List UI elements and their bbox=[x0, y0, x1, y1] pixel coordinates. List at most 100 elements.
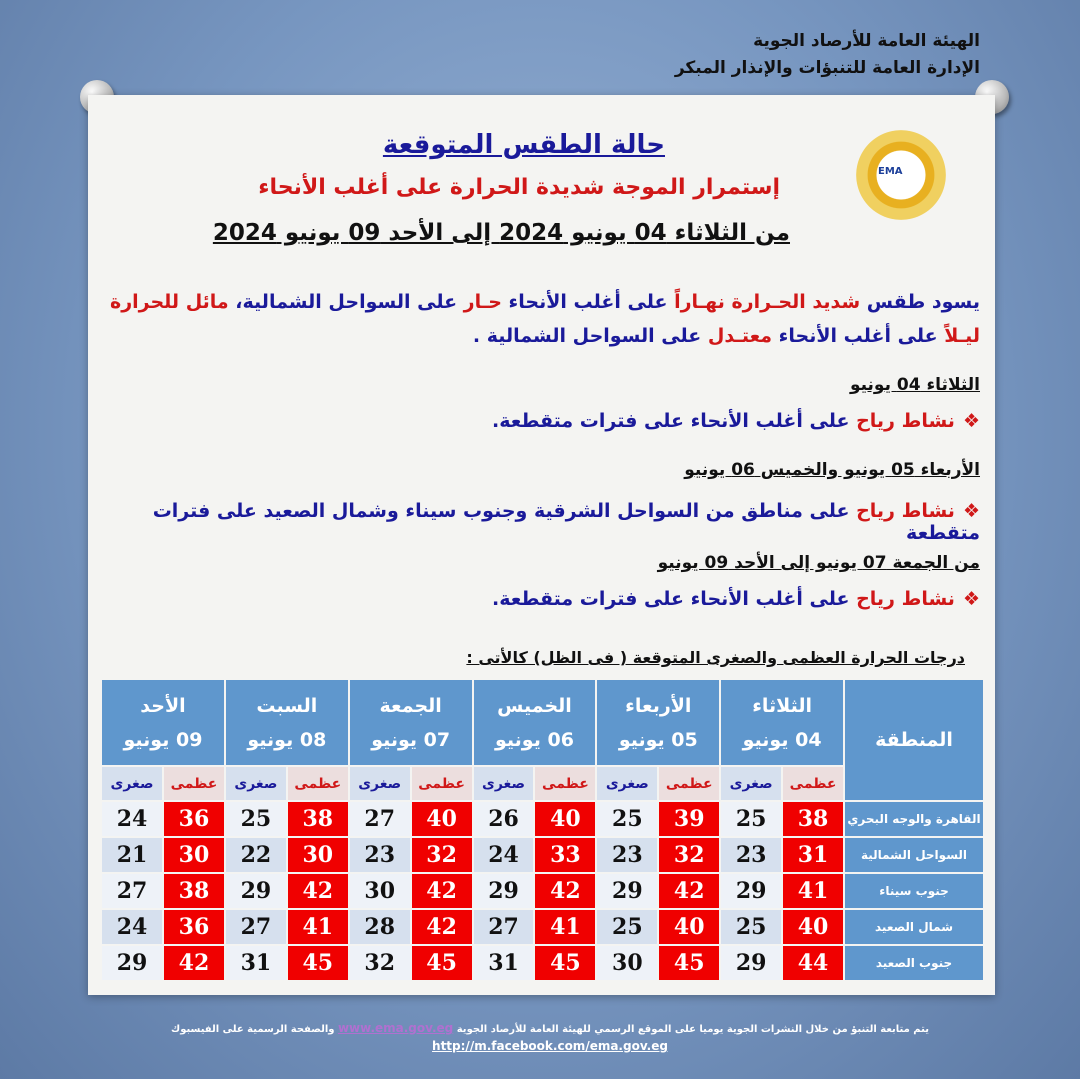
max-label: عظمى bbox=[285, 765, 350, 802]
day-header: الأحد 09 يونيو bbox=[100, 678, 226, 767]
min-temp-cell: 25 bbox=[719, 800, 784, 838]
paragraph-segment: شديد الحـرارة نهـاراً bbox=[674, 291, 861, 313]
min-temp-cell: 25 bbox=[719, 908, 784, 946]
day-header: السبت 08 يونيو bbox=[223, 678, 350, 767]
summary-paragraph: يسود طقس شديد الحـرارة نهـاراً على أغلب … bbox=[110, 285, 980, 353]
table-row: جنوب الصعيد 44 29 45 30 45 31 45 32 45 31 42 29 bbox=[99, 944, 985, 982]
min-temp-cell: 21 bbox=[99, 836, 165, 874]
min-label: صغرى bbox=[223, 765, 288, 802]
min-label: صغرى bbox=[347, 765, 412, 802]
ema-logo: EMA bbox=[856, 130, 946, 220]
paragraph-segment: على أغلب الأنحاء bbox=[772, 325, 945, 347]
period-heading: الأربعاء 05 يونيو والخميس 06 يونيو bbox=[684, 460, 980, 480]
max-label: عظمى bbox=[409, 765, 474, 802]
table-row: السواحل الشمالية 31 23 32 23 33 24 32 23 30 22 30 21 bbox=[99, 836, 985, 874]
day-header: الخميس 06 يونيو bbox=[471, 678, 598, 767]
paragraph-segment: على السواحل الشمالية . bbox=[472, 325, 708, 347]
org-name: الهيئة العامة للأرصاد الجوية bbox=[753, 31, 980, 51]
max-label: عظمى bbox=[657, 765, 722, 802]
table-caption: درجات الحرارة العظمى والصغرى المتوقعة ( … bbox=[466, 648, 965, 667]
max-temp-cell: 42 bbox=[657, 872, 722, 910]
max-temp-cell: 36 bbox=[162, 800, 226, 838]
min-temp-cell: 31 bbox=[223, 944, 288, 982]
max-temp-cell: 45 bbox=[285, 944, 350, 982]
day-header: الجمعة 07 يونيو bbox=[347, 678, 474, 767]
min-temp-cell: 28 bbox=[347, 908, 412, 946]
period-heading: من الجمعة 07 يونيو إلى الأحد 09 يونيو bbox=[657, 553, 980, 573]
period-bullet: ❖نشاط رياح على أغلب الأنحاء على فترات مت… bbox=[492, 410, 980, 432]
max-temp-cell: 30 bbox=[162, 836, 226, 874]
paragraph-segment: على السواحل الشمالية، bbox=[228, 291, 464, 313]
max-temp-cell: 36 bbox=[162, 908, 226, 946]
min-temp-cell: 29 bbox=[471, 872, 536, 910]
max-temp-cell: 42 bbox=[533, 872, 598, 910]
max-temp-cell: 31 bbox=[781, 836, 845, 874]
page-title: حالة الطقس المتوقعة bbox=[382, 130, 665, 160]
min-temp-cell: 30 bbox=[347, 872, 412, 910]
max-temp-cell: 39 bbox=[657, 800, 722, 838]
date-range: من الثلاثاء 04 يونيو 2024 إلى الأحد 09 ي… bbox=[212, 220, 790, 246]
min-temp-cell: 29 bbox=[595, 872, 660, 910]
organization-header: الهيئة العامة للأرصاد الجوية الإدارة الع… bbox=[675, 28, 980, 82]
min-temp-cell: 29 bbox=[719, 872, 784, 910]
paragraph-segment: حـار bbox=[463, 291, 502, 313]
min-label: صغرى bbox=[99, 765, 165, 802]
paragraph-segment: يسود طقس bbox=[860, 291, 980, 313]
period-bullet: ❖نشاط رياح على أغلب الأنحاء على فترات مت… bbox=[492, 588, 980, 610]
min-label: صغرى bbox=[471, 765, 536, 802]
region-name: السواحل الشمالية bbox=[843, 836, 985, 874]
diamond-bullet-icon: ❖ bbox=[962, 410, 980, 432]
max-label: عظمى bbox=[533, 765, 598, 802]
max-temp-cell: 40 bbox=[533, 800, 598, 838]
footer: يتم متابعة التنبؤ من خلال النشرات الجوية… bbox=[171, 1021, 929, 1053]
region-name: جنوب الصعيد bbox=[843, 944, 985, 982]
max-temp-cell: 32 bbox=[409, 836, 474, 874]
min-temp-cell: 31 bbox=[471, 944, 536, 982]
min-temp-cell: 22 bbox=[223, 836, 288, 874]
paragraph-segment: مائل للحرارة ليـلاً bbox=[110, 291, 980, 347]
min-label: صغرى bbox=[595, 765, 660, 802]
max-label: عظمى bbox=[162, 765, 226, 802]
day-header: الثلاثاء 04 يونيو bbox=[719, 678, 845, 767]
max-temp-cell: 42 bbox=[162, 944, 226, 982]
min-temp-cell: 27 bbox=[471, 908, 536, 946]
max-temp-cell: 42 bbox=[409, 872, 474, 910]
min-temp-cell: 25 bbox=[595, 800, 660, 838]
min-temp-cell: 26 bbox=[471, 800, 536, 838]
min-temp-cell: 32 bbox=[347, 944, 412, 982]
max-temp-cell: 38 bbox=[781, 800, 845, 838]
period-heading: الثلاثاء 04 يونيو bbox=[849, 375, 980, 395]
max-temp-cell: 30 bbox=[285, 836, 350, 874]
min-label: صغرى bbox=[719, 765, 784, 802]
max-temp-cell: 41 bbox=[285, 908, 350, 946]
diamond-bullet-icon: ❖ bbox=[962, 588, 980, 610]
min-temp-cell: 29 bbox=[99, 944, 165, 982]
min-temp-cell: 29 bbox=[719, 944, 784, 982]
min-temp-cell: 23 bbox=[595, 836, 660, 874]
table-row: القاهرة والوجه البحري 38 25 39 25 40 26 40 27 38 2… bbox=[99, 800, 985, 838]
max-temp-cell: 38 bbox=[162, 872, 226, 910]
table-row: جنوب سيناء 41 29 42 29 42 29 42 30 42 29 38 27 bbox=[99, 872, 985, 910]
diamond-bullet-icon: ❖ bbox=[962, 500, 980, 522]
max-temp-cell: 41 bbox=[533, 908, 598, 946]
min-temp-cell: 27 bbox=[99, 872, 165, 910]
max-temp-cell: 32 bbox=[657, 836, 722, 874]
min-temp-cell: 24 bbox=[99, 800, 165, 838]
website-link[interactable]: www.ema.gov.eg bbox=[337, 1021, 454, 1035]
region-name: القاهرة والوجه البحري bbox=[843, 800, 985, 838]
max-temp-cell: 44 bbox=[781, 944, 845, 982]
min-temp-cell: 27 bbox=[347, 800, 412, 838]
facebook-link[interactable]: http://m.facebook.com/ema.gov.eg bbox=[432, 1039, 668, 1053]
subtitle: إستمرار الموجة شديدة الحرارة على أغلب ال… bbox=[258, 175, 780, 200]
period-bullet: ❖نشاط رياح على مناطق من السواحل الشرقية … bbox=[152, 500, 980, 544]
min-temp-cell: 24 bbox=[471, 836, 536, 874]
department-name: الإدارة العامة للتنبؤات والإنذار المبكر bbox=[674, 58, 980, 78]
min-temp-cell: 30 bbox=[595, 944, 660, 982]
region-header: المنطقة bbox=[843, 678, 985, 802]
max-temp-cell: 33 bbox=[533, 836, 598, 874]
temperature-table: المنطقة الثلاثاء 04 يونيو الأربعاء 05 يونيو ا… bbox=[99, 678, 985, 982]
min-temp-cell: 25 bbox=[595, 908, 660, 946]
forecast-card: EMA حالة الطقس المتوقعة إستمرار الموجة ش… bbox=[88, 95, 995, 995]
max-temp-cell: 45 bbox=[657, 944, 722, 982]
max-label: عظمى bbox=[781, 765, 845, 802]
